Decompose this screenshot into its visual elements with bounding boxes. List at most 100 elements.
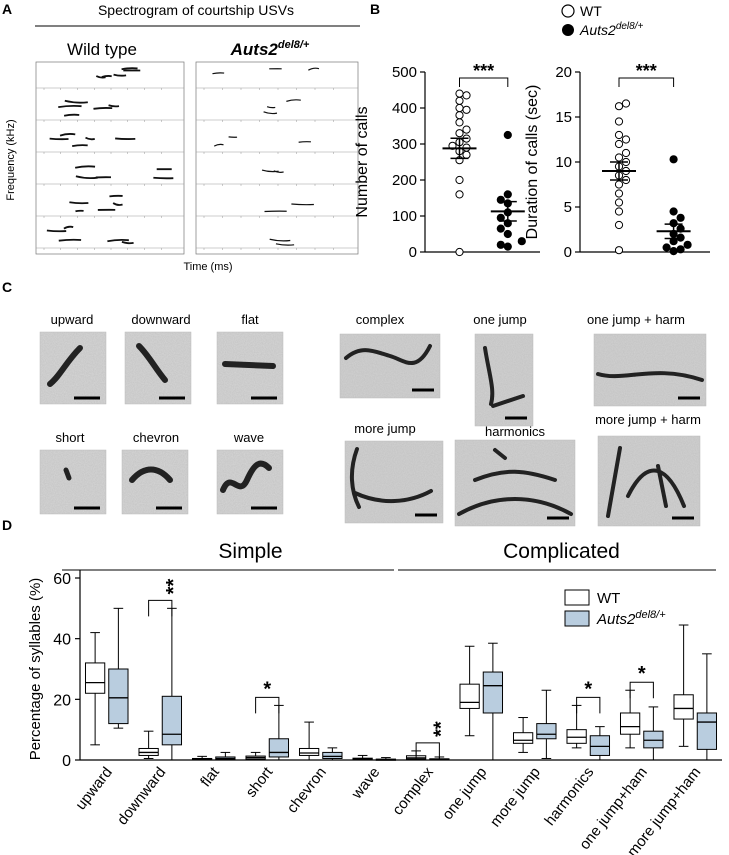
significance-label: ** [163, 579, 185, 595]
data-point-mutant [503, 229, 512, 239]
box-mutant [643, 730, 664, 749]
spectrogram-call [74, 165, 96, 169]
syllable-examples-complicated: complex one jump one jump + harm more jump h… [339, 312, 707, 527]
y-tick-label: 300 [392, 136, 417, 153]
box-wt [459, 683, 480, 709]
legend-mut-label: Auts2del8/+ [579, 21, 643, 38]
syllable-noise [594, 334, 706, 406]
data-point-wt [462, 91, 471, 100]
significance-label: ** [430, 721, 452, 737]
data-point-wt [462, 150, 471, 159]
y-axis-title: Duration of calls (sec) [524, 85, 541, 240]
y-tick-label: 60 [53, 571, 71, 588]
syllable-label-simple: chevron [133, 430, 179, 445]
syllable-noise [345, 441, 443, 523]
box-mutant [482, 671, 504, 714]
y-tick-label: 10 [555, 154, 572, 171]
spectrogram-call [85, 136, 96, 141]
data-point-wt [455, 103, 464, 113]
syllable-trace [136, 343, 168, 383]
category-label: downward [114, 764, 169, 828]
spectrogram-frame [195, 61, 359, 255]
spectrogram-call [112, 202, 123, 206]
significance-label: * [638, 663, 646, 685]
significance-bracket [629, 681, 654, 699]
legend-wt-label: WT [580, 3, 602, 19]
spectrogram-call [269, 238, 291, 242]
spectrogram-call [273, 170, 284, 173]
spectrogram-call [115, 137, 136, 140]
panel-d: D Simple Complicated 0 20 40 60 Percentage of … [2, 517, 722, 855]
syllable-noise [340, 334, 440, 398]
panel-a-mut-label-sup: del8/+ [278, 39, 310, 51]
panel-b: B WT Auts2del8/+ 0100200300400500Number … [354, 1, 710, 261]
spectrogram-call [121, 67, 138, 71]
legend-mut-marker [562, 24, 574, 36]
spectrogram-call [108, 104, 120, 108]
spectrogram-call [93, 107, 113, 110]
spectrogram-call [71, 144, 88, 148]
data-point-mutant [676, 213, 685, 222]
box-mutant [589, 735, 611, 756]
spectrogram-call [212, 72, 225, 75]
data-point-wt [614, 198, 624, 207]
syllable-trace [344, 344, 432, 366]
box-mutant [268, 738, 290, 758]
data-point-mutant [683, 240, 692, 249]
syllable-label-simple: wave [233, 430, 264, 445]
data-point-mutant [662, 243, 671, 252]
significance-bracket [255, 696, 280, 714]
box-wt [512, 732, 534, 744]
significance-bracket [415, 742, 440, 759]
category-label: more jump [487, 764, 544, 830]
spectrogram-call [69, 201, 89, 205]
legend-mut-base: Auts2 [579, 22, 616, 38]
data-point-wt [455, 111, 464, 120]
data-point-mutant [496, 240, 505, 249]
box-wt [566, 729, 587, 744]
category-label: harmonics [541, 764, 597, 829]
box-mutant [696, 712, 718, 750]
syllable-label-simple: flat [241, 312, 259, 327]
data-point-mutant [496, 224, 505, 233]
group-title-simple: Simple [218, 540, 282, 563]
spectrogram-call [113, 73, 127, 77]
syllable-label-simple: upward [51, 312, 94, 327]
spectrogram-call [58, 104, 82, 108]
syllable-label-simple: short [56, 430, 85, 445]
category-label: short [242, 763, 276, 800]
category-label: wave [348, 764, 384, 803]
data-point-wt [455, 190, 464, 199]
spectrogram-call [291, 203, 314, 206]
y-tick-label: 400 [392, 100, 417, 117]
box-mutant [322, 751, 343, 759]
y-tick-label: 40 [53, 632, 71, 649]
significance-bracket [148, 599, 173, 617]
spectrogram-call [308, 67, 320, 71]
data-point-wt [614, 117, 624, 126]
data-point-wt [614, 180, 624, 189]
data-point-mutant [517, 237, 526, 246]
panel-a-wt-label: Wild type [67, 40, 137, 59]
syllable-label-complicated: harmonics [485, 424, 545, 439]
panel-c: C upward downward flat short chevron wave com… [2, 279, 707, 527]
panel-letter-d: D [2, 517, 12, 533]
legend-label-mutant: Auts2del8/+ [596, 609, 666, 628]
data-point-mutant [503, 190, 512, 199]
syllable-noise [40, 332, 106, 404]
box-mutant [536, 723, 557, 740]
data-point-wt [621, 135, 631, 144]
y-tick-label: 15 [555, 109, 572, 126]
data-point-wt [614, 102, 624, 111]
data-point-mutant [676, 233, 685, 242]
group-title-complicated: Complicated [503, 540, 620, 563]
data-point-wt [614, 153, 624, 162]
legend-wt-marker [561, 4, 575, 18]
spectrogram-call [121, 241, 134, 245]
data-point-wt [614, 189, 624, 198]
spectrogram-call [107, 238, 129, 243]
panel-a-title: Spectrogram of courtship USVs [98, 2, 294, 18]
y-axis-title: Number of calls [354, 106, 371, 217]
spectrogram-call [49, 137, 69, 141]
